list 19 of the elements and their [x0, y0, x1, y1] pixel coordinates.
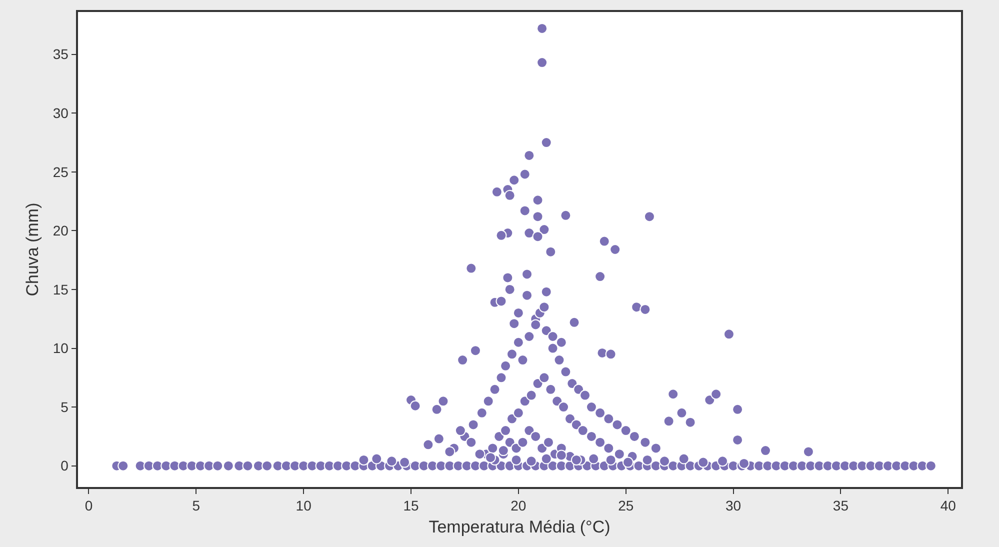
- x-tick-label: 40: [940, 498, 956, 514]
- y-tick-label: 10: [52, 340, 69, 356]
- y-tick-label: 20: [52, 222, 69, 239]
- y-tick-label: 15: [52, 281, 69, 298]
- x-tick-label: 35: [832, 498, 849, 514]
- y-tick-label: 25: [52, 164, 69, 180]
- y-tick-label: 30: [52, 105, 69, 122]
- x-tick-label: 10: [296, 498, 312, 514]
- x-tick-label: 15: [403, 498, 419, 514]
- x-tick-label: 30: [725, 498, 742, 514]
- x-tick-label: 5: [192, 498, 200, 514]
- y-tick-label: 35: [52, 46, 69, 62]
- x-tick-label: 0: [84, 498, 93, 514]
- y-tick-label: 0: [60, 458, 69, 474]
- y-axis-title: Chuva (mm): [22, 202, 42, 296]
- x-tick-label: 20: [510, 498, 526, 514]
- y-tick-label: 5: [60, 398, 69, 415]
- x-tick-label: 25: [618, 498, 634, 514]
- x-axis-title: Temperatura Média (°C): [428, 517, 610, 536]
